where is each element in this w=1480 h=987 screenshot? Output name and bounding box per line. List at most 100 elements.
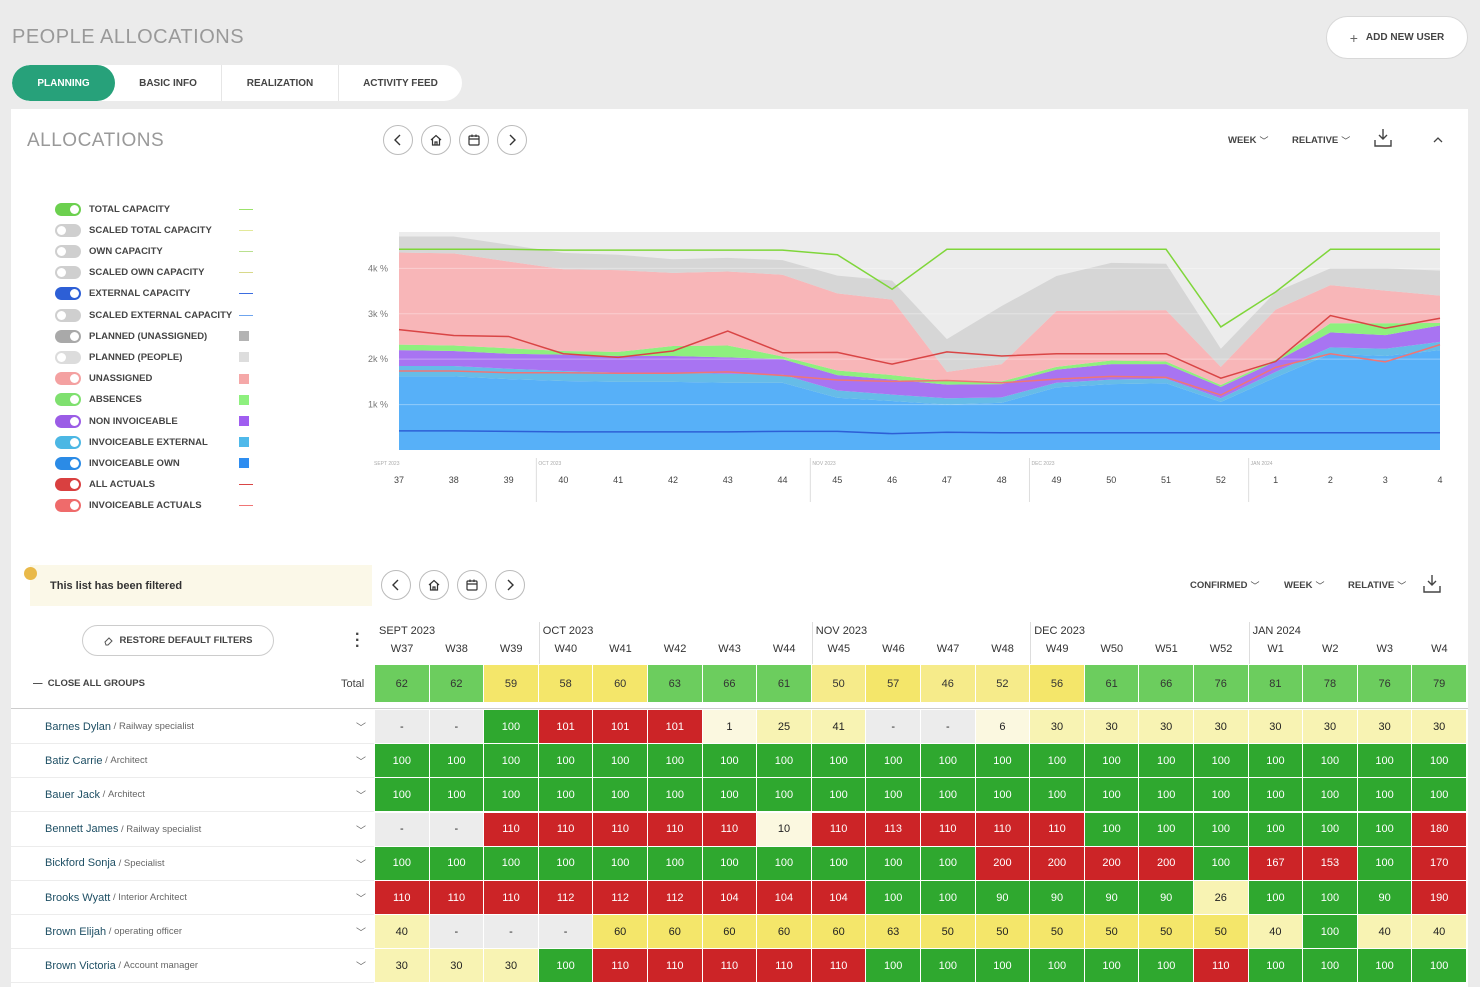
toggle-switch[interactable]	[55, 372, 81, 386]
allocation-cell[interactable]: -	[866, 710, 921, 744]
person-name[interactable]: Batiz Carrie	[45, 754, 103, 767]
allocation-cell[interactable]: 60	[648, 915, 703, 950]
allocation-cell[interactable]: 100	[975, 744, 1031, 779]
allocation-cell[interactable]: 100	[1030, 744, 1085, 779]
list-week-select[interactable]: WEEK ﹀	[1284, 579, 1325, 592]
legend-item[interactable]: PLANNED (UNASSIGNED)	[55, 328, 249, 344]
collapse-chart-button[interactable]	[1432, 133, 1444, 151]
legend-item[interactable]: INVOICEABLE OWN	[55, 455, 249, 471]
person-name[interactable]: Barnes Dylan	[45, 720, 112, 733]
allocation-cell[interactable]: 100	[484, 846, 539, 881]
allocation-cell[interactable]: 100	[1139, 744, 1194, 779]
allocation-cell[interactable]: 100	[921, 778, 976, 813]
allocation-cell[interactable]: 100	[1357, 812, 1413, 847]
allocation-cell[interactable]: 110	[593, 812, 648, 847]
allocation-cell[interactable]: 100	[375, 846, 430, 881]
toggle-switch[interactable]	[55, 308, 81, 322]
allocation-cell[interactable]: 100	[921, 881, 976, 915]
allocation-cell[interactable]: 50	[921, 915, 976, 950]
allocation-cell[interactable]: -	[375, 710, 430, 744]
allocation-cell[interactable]: 100	[1303, 949, 1358, 984]
allocation-cell[interactable]: 90	[1357, 881, 1413, 915]
allocation-cell[interactable]: 153	[1303, 846, 1358, 881]
allocation-cell[interactable]: 100	[702, 778, 758, 813]
person-name[interactable]: Brown Victoria	[45, 959, 116, 972]
allocation-cell[interactable]: 100	[538, 778, 594, 813]
expand-chevron-icon[interactable]: ﹀	[356, 894, 366, 905]
allocation-cell[interactable]: 100	[757, 846, 812, 881]
allocation-cell[interactable]: 100	[1194, 778, 1249, 813]
toggle-switch[interactable]	[55, 499, 81, 513]
allocation-cell[interactable]: 100	[375, 778, 430, 813]
allocation-cell[interactable]: 100	[484, 778, 539, 813]
allocation-cell[interactable]: 180	[1412, 812, 1467, 847]
allocation-cell[interactable]: 110	[648, 949, 703, 984]
list-download-button[interactable]	[1421, 573, 1443, 600]
allocation-cell[interactable]: 100	[811, 778, 867, 813]
allocation-cell[interactable]: 100	[1357, 846, 1413, 881]
legend-item[interactable]: ALL ACTUALS	[55, 477, 253, 493]
add-new-user-button[interactable]: + ADD NEW USER	[1326, 16, 1468, 59]
allocation-cell[interactable]: 100	[866, 846, 921, 881]
chart-week-select[interactable]: WEEK ﹀	[1228, 134, 1269, 147]
allocation-cell[interactable]: 30	[1194, 710, 1249, 744]
allocation-cell[interactable]: 110	[975, 812, 1031, 847]
person-row[interactable]: Brooks Wyatt / Interior Architect ﹀	[11, 881, 374, 915]
allocation-cell[interactable]: 100	[593, 778, 648, 813]
legend-item[interactable]: PLANNED (PEOPLE)	[55, 349, 249, 365]
allocation-cell[interactable]: 110	[811, 812, 867, 847]
expand-chevron-icon[interactable]: ﹀	[356, 825, 366, 837]
person-name[interactable]: Bennett James	[45, 823, 119, 836]
allocation-cell[interactable]: 100	[648, 744, 703, 779]
allocation-cell[interactable]: 40	[375, 915, 430, 950]
allocation-cell[interactable]: 104	[757, 881, 812, 915]
allocation-cell[interactable]: 170	[1412, 846, 1467, 881]
allocation-cell[interactable]: 50	[975, 915, 1031, 950]
allocation-cell[interactable]: 30	[1303, 710, 1358, 744]
toggle-switch[interactable]	[55, 329, 81, 343]
allocation-cell[interactable]: 100	[1139, 949, 1194, 984]
allocation-cell[interactable]: 100	[1194, 846, 1249, 881]
allocation-cell[interactable]: 100	[1084, 949, 1140, 984]
allocation-cell[interactable]: 100	[1303, 812, 1358, 847]
expand-chevron-icon[interactable]: ﹀	[356, 723, 366, 734]
allocation-cell[interactable]: 100	[1139, 778, 1194, 813]
allocation-cell[interactable]: 100	[484, 744, 539, 779]
allocation-cell[interactable]: 90	[1030, 881, 1085, 915]
allocation-cell[interactable]: 60	[757, 915, 812, 950]
list-calendar-button[interactable]	[457, 570, 487, 600]
allocation-cell[interactable]: 110	[484, 812, 539, 847]
tab-planning[interactable]: PLANNING	[12, 65, 115, 101]
list-prev-button[interactable]	[381, 570, 411, 600]
legend-item[interactable]: UNASSIGNED	[55, 371, 249, 387]
allocation-cell[interactable]: 100	[538, 949, 594, 984]
allocation-cell[interactable]: 100	[538, 744, 594, 779]
allocation-cell[interactable]: 100	[1303, 915, 1358, 950]
restore-default-filters-button[interactable]: RESTORE DEFAULT FILTERS	[82, 625, 274, 656]
allocation-cell[interactable]: 30	[1030, 710, 1085, 744]
allocation-cell[interactable]: 25	[757, 710, 812, 744]
allocation-cell[interactable]: 100	[921, 949, 976, 984]
allocation-cell[interactable]: 110	[702, 812, 758, 847]
allocation-cell[interactable]: 100	[975, 778, 1031, 813]
allocation-cell[interactable]: -	[538, 915, 594, 950]
chart-next-button[interactable]	[497, 125, 527, 155]
chart-relative-select[interactable]: RELATIVE ﹀	[1292, 134, 1350, 147]
person-name[interactable]: Bickford Sonja	[45, 857, 116, 870]
allocation-cell[interactable]: 100	[1303, 744, 1358, 779]
allocation-cell[interactable]: 100	[921, 744, 976, 779]
legend-item[interactable]: SCALED OWN CAPACITY	[55, 265, 253, 281]
expand-chevron-icon[interactable]: ﹀	[356, 757, 366, 769]
allocation-cell[interactable]: 110	[429, 881, 485, 915]
allocation-cell[interactable]: -	[429, 710, 485, 744]
person-row[interactable]: Batiz Carrie / Architect ﹀	[11, 744, 374, 779]
allocation-cell[interactable]: 100	[1030, 778, 1085, 813]
toggle-switch[interactable]	[55, 414, 81, 428]
list-home-button[interactable]	[419, 570, 449, 600]
allocation-cell[interactable]: 40	[1412, 915, 1467, 950]
allocation-cell[interactable]: 101	[593, 710, 648, 744]
person-row[interactable]: Bauer Jack / Architect ﹀	[11, 778, 374, 813]
list-relative-select[interactable]: RELATIVE ﹀	[1348, 579, 1406, 592]
chart-home-button[interactable]	[421, 125, 451, 155]
expand-chevron-icon[interactable]: ﹀	[356, 962, 366, 974]
